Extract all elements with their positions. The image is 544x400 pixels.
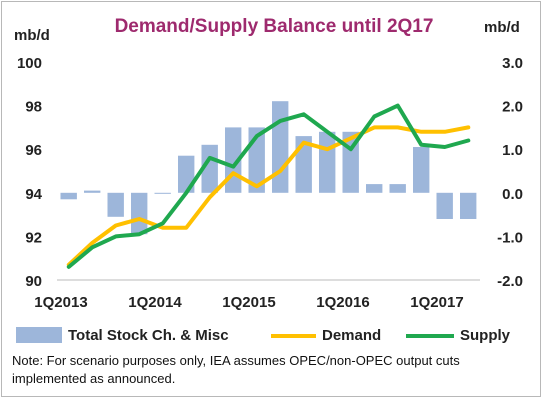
right-tick-label: 3.0 bbox=[502, 55, 523, 72]
legend-swatch-stock bbox=[16, 327, 62, 343]
supply-line bbox=[66, 103, 471, 269]
stock-change-bar bbox=[201, 144, 218, 193]
right-tick-label: -2.0 bbox=[497, 273, 523, 290]
stock-change-bar bbox=[319, 131, 336, 193]
left-axis-label: mb/d bbox=[14, 27, 50, 44]
stock-change-bar bbox=[460, 192, 477, 219]
left-tick-label: 98 bbox=[25, 99, 42, 116]
left-tick-label: 96 bbox=[25, 142, 42, 159]
right-tick-label: 2.0 bbox=[502, 99, 523, 116]
x-tick-label: 1Q2013 bbox=[34, 294, 87, 311]
chart-title: Demand/Supply Balance until 2Q17 bbox=[115, 16, 434, 37]
stock-change-bar bbox=[60, 192, 77, 200]
chart-svg: Demand/Supply Balance until 2Q17 mb/d mb… bbox=[14, 16, 523, 344]
x-tick-label: 1Q2016 bbox=[316, 294, 369, 311]
left-tick-label: 100 bbox=[17, 55, 42, 72]
stock-change-bar bbox=[107, 192, 124, 217]
right-tick-label: 0.0 bbox=[502, 186, 523, 203]
stock-change-bar bbox=[389, 184, 406, 193]
x-tick-label: 1Q2014 bbox=[128, 294, 182, 311]
right-tick-label: -1.0 bbox=[497, 229, 523, 246]
legend-label-demand: Demand bbox=[322, 327, 381, 344]
stock-change-bar bbox=[131, 192, 148, 235]
stock-change-bar bbox=[436, 192, 453, 219]
left-tick-label: 94 bbox=[25, 186, 42, 203]
left-tick-label: 90 bbox=[25, 273, 42, 290]
stock-change-bar bbox=[272, 101, 289, 193]
left-tick-label: 92 bbox=[25, 229, 42, 246]
x-tick-label: 1Q2015 bbox=[222, 294, 275, 311]
right-tick-label: 1.0 bbox=[502, 142, 523, 159]
footnote: Note: For scenario purposes only, IEA as… bbox=[12, 353, 460, 386]
legend-label-stock: Total Stock Ch. & Misc bbox=[68, 327, 229, 344]
demand-line bbox=[66, 125, 471, 267]
legend-label-supply: Supply bbox=[460, 327, 511, 344]
stock-change-bar bbox=[154, 192, 171, 194]
x-tick-label: 1Q2017 bbox=[410, 294, 463, 311]
stock-change-bar bbox=[366, 184, 383, 193]
stock-change-bar bbox=[413, 147, 430, 193]
stock-change-bar bbox=[84, 190, 101, 193]
right-axis-label: mb/d bbox=[484, 19, 520, 36]
